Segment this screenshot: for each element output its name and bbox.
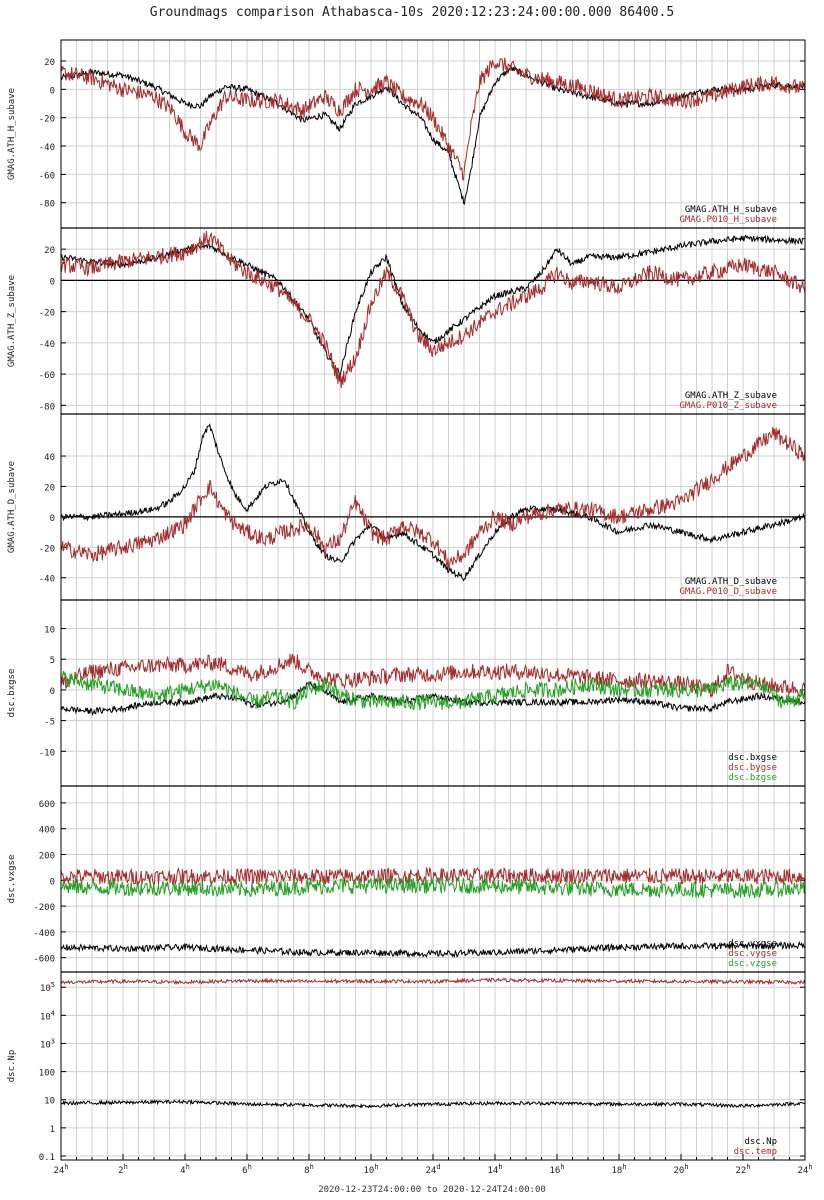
legend-entry: GMAG.ATH_H_subave: [685, 205, 777, 215]
y-tick-label: 600: [39, 800, 55, 810]
y-axis-label: GMAG.ATH_H_subave: [7, 88, 17, 180]
x-tick-label: 22h: [735, 1163, 750, 1176]
series-line-GMAG.ATH_D_subave: [60, 423, 806, 582]
y-tick-label: 400: [39, 826, 55, 836]
legend-entry: dsc.temp: [734, 1147, 777, 1157]
y-tick-label: -20: [39, 544, 55, 554]
y-tick-label: 40: [44, 453, 55, 463]
x-tick-label: 24h: [53, 1163, 68, 1176]
series-line-GMAG.P010_Z_subave: [60, 231, 806, 389]
panel-3: 40 20 0 -20 -40 GMAG.ATH_D_subave GMAG.ATH_D_s…: [7, 423, 806, 597]
time-range-label: 2020-12-23T24:00:00 to 2020-12-24T24:00:…: [318, 1185, 546, 1195]
y-axis-label: dsc.Np: [7, 1050, 17, 1083]
legend-entry: dsc.bzgse: [728, 773, 777, 783]
y-tick-label: -40: [39, 143, 55, 153]
y-tick-label: 20: [44, 483, 55, 493]
x-tick-label: 4h: [180, 1163, 190, 1176]
series-line-dsc.bxgse: [60, 680, 806, 717]
y-tick-label: -60: [39, 171, 55, 181]
legend-entry: GMAG.P010_D_subave: [679, 587, 777, 597]
y-tick-label: -20: [39, 115, 55, 125]
y-tick-label: -600: [33, 955, 55, 965]
y-tick-label: -80: [39, 402, 55, 412]
y-axis-label: dsc.bxgse: [7, 669, 17, 718]
x-tick-label: 20h: [673, 1163, 688, 1176]
y-axis-label: GMAG.ATH_D_subave: [7, 461, 17, 553]
panel-2: 20 0 -20 -40 -60 -80 GMAG.ATH_Z_subave GMAG.ATH…: [7, 231, 806, 412]
x-tick-label: 24d: [425, 1163, 440, 1176]
y-tick-label: -60: [39, 371, 55, 381]
series-line-dsc.Np: [60, 1099, 806, 1109]
y-tick-label: 0: [50, 877, 55, 887]
y-tick-label: -40: [39, 340, 55, 350]
legend-entry: GMAG.P010_Z_subave: [679, 401, 777, 411]
y-tick-label: 10: [44, 1097, 55, 1107]
legend-entry: dsc.bygse: [728, 763, 777, 773]
series-line-dsc.bzgse: [60, 670, 806, 711]
legend-entry: dsc.vxgse: [728, 939, 777, 949]
series-line-GMAG.P010_H_subave: [60, 57, 806, 181]
legend-entry: GMAG.P010_H_subave: [679, 215, 777, 225]
series-line-GMAG.P010_D_subave: [60, 427, 806, 569]
panel-5: 600 400 200 0 -200 -400 -600 dsc.vxgse dsc.vxgse…: [7, 800, 806, 969]
y-tick-label: 103: [40, 1037, 55, 1050]
panel-4: 1050-5-10dsc.bxgsedsc.bxgsedsc.bygsedsc.…: [7, 626, 806, 783]
y-tick-label: 0: [50, 514, 55, 524]
y-tick-label: -80: [39, 200, 55, 210]
y-axis-label: dsc.vxgse: [7, 855, 17, 904]
x-tick-label: 8h: [304, 1163, 314, 1176]
y-tick-label: -200: [33, 903, 55, 913]
y-tick-label: 20: [44, 246, 55, 256]
chart-title: Groundmags comparison Athabasca-10s 2020…: [150, 5, 674, 20]
y-tick-label: -20: [39, 309, 55, 319]
y-tick-label: 5: [50, 656, 55, 666]
x-tick-label: 2h: [118, 1163, 128, 1176]
panel-1: 20 0 -20 -40 -60 -80 GMAG.ATH_H_subave GMAG.ATH…: [7, 57, 806, 225]
y-tick-label: 0: [50, 687, 55, 697]
x-tick-label: 6h: [242, 1163, 252, 1176]
x-tick-label: 16h: [549, 1163, 564, 1176]
series-line-dsc.vxgse: [60, 940, 806, 959]
legend-entry: GMAG.ATH_Z_subave: [685, 391, 777, 401]
x-tick-label: 18h: [611, 1163, 626, 1176]
y-tick-label: 10: [44, 626, 55, 636]
series-line-dsc.bygse: [60, 653, 806, 698]
y-tick-label: 0: [50, 86, 55, 96]
x-tick-label: 24h: [797, 1163, 812, 1176]
y-tick-label: 0.1: [39, 1153, 55, 1163]
y-tick-label: 104: [40, 1009, 55, 1022]
series-line-dsc.vzgse: [60, 876, 806, 899]
legend-entry: dsc.Np: [744, 1137, 777, 1147]
y-tick-label: 100: [39, 1069, 55, 1079]
y-tick-label: 105: [40, 981, 55, 994]
y-tick-label: -10: [39, 748, 55, 758]
y-tick-label: -5: [44, 718, 55, 728]
legend-entry: GMAG.ATH_D_subave: [685, 577, 777, 587]
y-tick-label: -400: [33, 929, 55, 939]
x-tick-label: 14h: [487, 1163, 502, 1176]
y-axis-label: GMAG.ATH_Z_subave: [7, 275, 17, 367]
y-tick-label: 0: [50, 277, 55, 287]
legend-entry: dsc.vzgse: [728, 959, 777, 969]
x-axis: 24h 2h 4h 6h 8h 10h 24d 14h 16h 18h 20h 22h 24h: [53, 1154, 813, 1176]
y-tick-label: 200: [39, 851, 55, 861]
legend-entry: dsc.vygse: [728, 949, 777, 959]
x-tick-label: 10h: [363, 1163, 378, 1176]
y-tick-label: -40: [39, 575, 55, 585]
y-tick-label: 20: [44, 58, 55, 68]
y-tick-label: 1: [50, 1125, 55, 1135]
series-line-dsc.temp: [60, 977, 806, 986]
legend-entry: dsc.bxgse: [728, 753, 777, 763]
